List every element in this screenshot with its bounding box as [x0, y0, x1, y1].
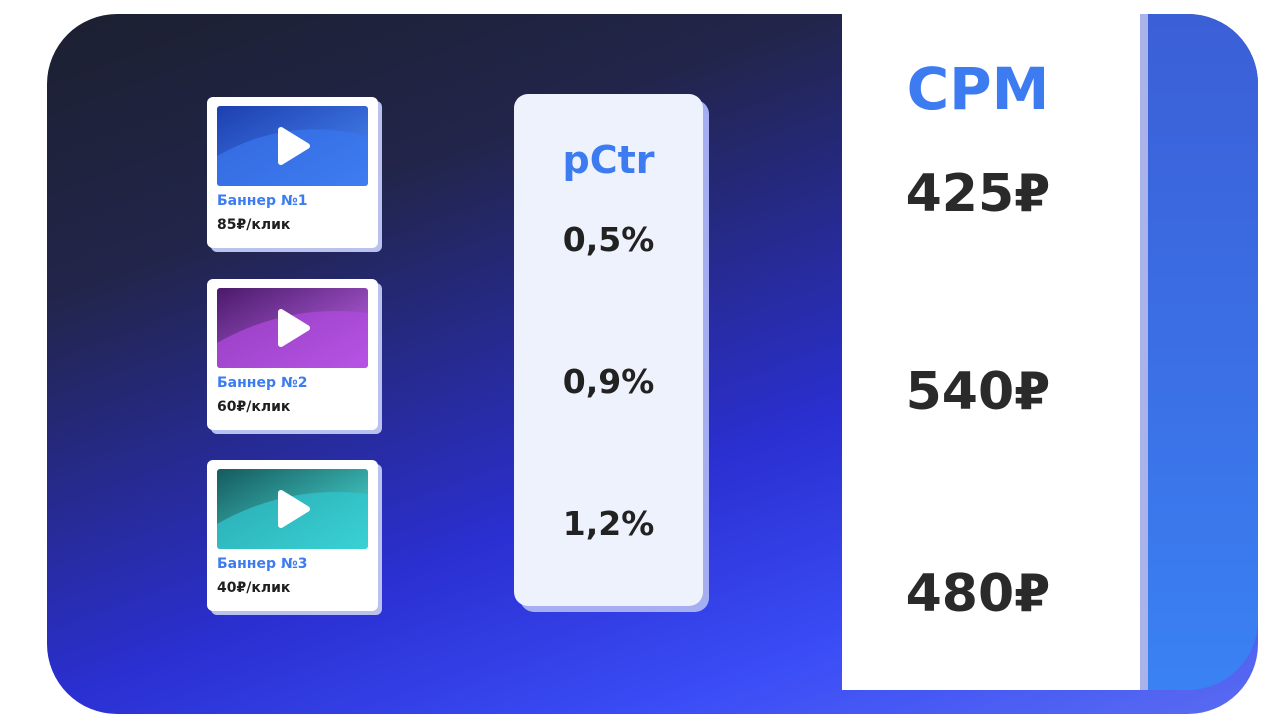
blue-strip	[1148, 14, 1258, 690]
pctr-value: 0,5%	[514, 220, 703, 259]
banner-price: 85₽/клик	[217, 217, 290, 233]
thumbnail	[217, 106, 368, 186]
banner-card: Баннер №2 60₽/клик	[207, 279, 378, 430]
banner-price: 60₽/клик	[217, 399, 290, 415]
pctr-value: 0,9%	[514, 362, 703, 401]
banner-title: Баннер №3	[217, 556, 307, 572]
column-shadow	[1140, 14, 1148, 690]
cpm-title: CPM	[842, 55, 1114, 123]
banner-title: Баннер №2	[217, 375, 307, 391]
pctr-title: pCtr	[514, 138, 703, 182]
banner-title: Баннер №1	[217, 193, 307, 209]
cpm-value: 480₽	[842, 564, 1114, 624]
banner-price: 40₽/клик	[217, 580, 290, 596]
banner-card: Баннер №3 40₽/клик	[207, 460, 378, 611]
thumbnail	[217, 288, 368, 368]
page: {"banners": [ {"title": "Баннер №1", "pr…	[0, 0, 1261, 690]
cpm-value: 540₽	[842, 362, 1114, 422]
thumbnail	[217, 469, 368, 549]
cpm-value: 425₽	[842, 164, 1114, 224]
banner-card: Баннер №1 85₽/клик	[207, 97, 378, 248]
pctr-value: 1,2%	[514, 504, 703, 543]
